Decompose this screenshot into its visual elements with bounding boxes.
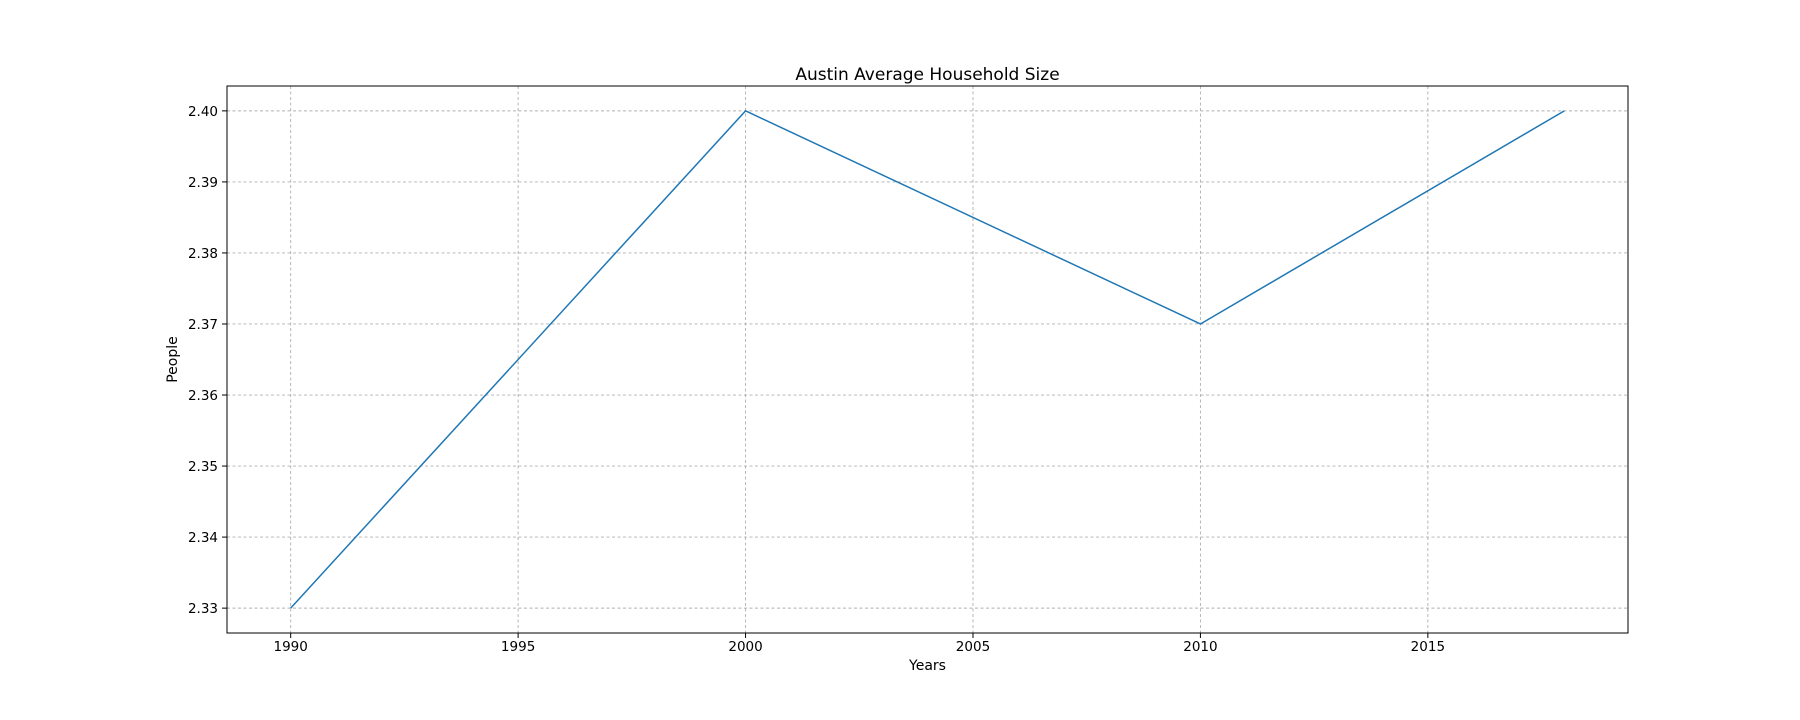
grid-layer [227,86,1628,633]
y-tick-label: 2.38 [188,246,218,262]
y-tick-label: 2.35 [188,459,218,475]
x-axis-title: Years [908,658,946,674]
x-tick-label: 2010 [1183,639,1217,655]
y-tick-label: 2.39 [188,175,218,191]
x-tick-label: 1990 [274,639,308,655]
x-tick-label: 2000 [728,639,762,655]
y-tick-label: 2.40 [188,104,218,120]
plot-frame [226,85,1629,634]
x-tick-label: 1995 [501,639,535,655]
y-tick-label: 2.36 [188,388,218,404]
chart-title: Austin Average Household Size [795,65,1059,85]
y-tick-label: 2.33 [188,601,218,617]
series-line [290,110,1565,609]
y-tick-label: 2.34 [188,530,218,546]
series-layer [290,110,1565,609]
tick-layer: 1990 1995 2000 2005 2010 2015 2.33 2.34 2.35 2.36… [188,104,1445,655]
x-tick-label: 2005 [956,639,990,655]
x-tick-label: 2015 [1411,639,1445,655]
y-tick-label: 2.37 [188,317,218,333]
y-axis-title: People [165,336,181,383]
